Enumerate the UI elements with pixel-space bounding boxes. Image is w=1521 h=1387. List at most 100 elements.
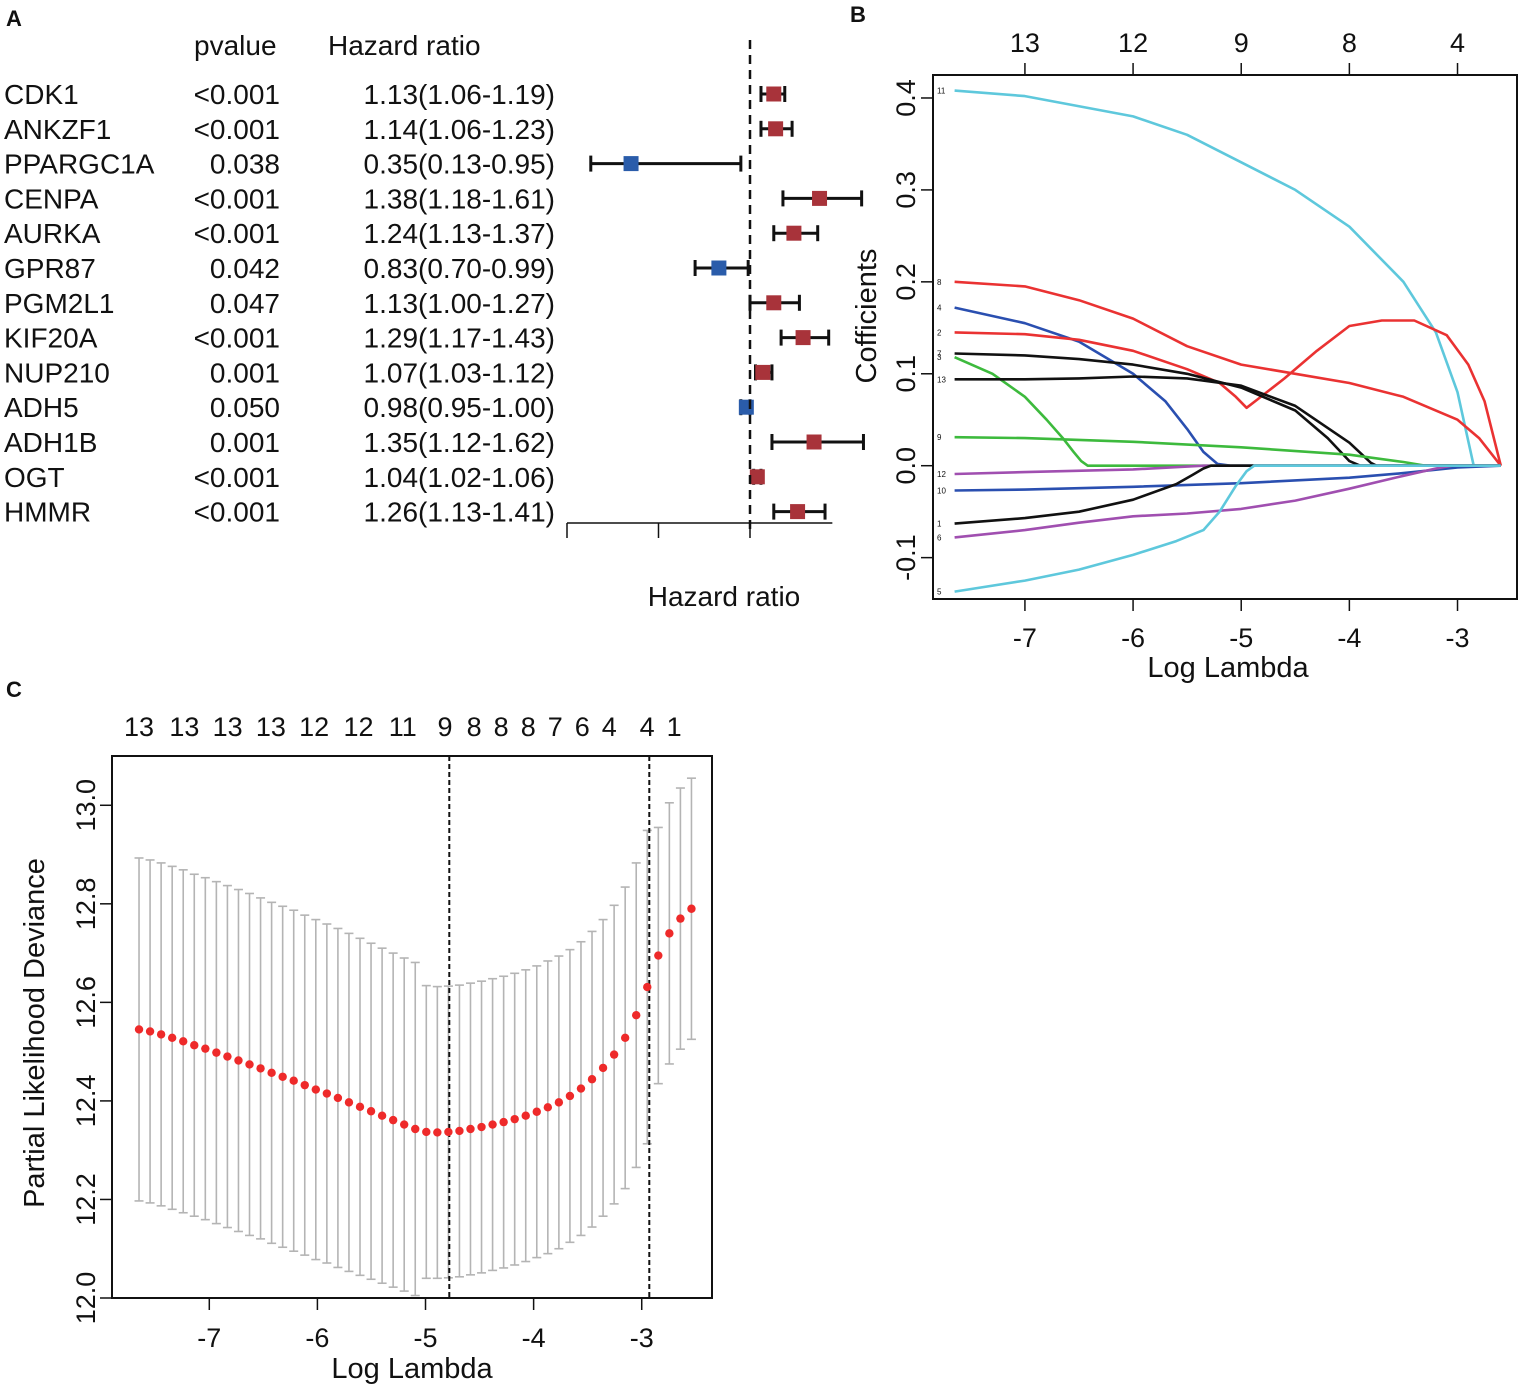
cv-mean-point (388, 1115, 398, 1125)
c-top-count-label: 6 (575, 712, 590, 742)
pvalue-cell: <0.001 (194, 183, 280, 214)
cv-mean-point (587, 1075, 597, 1084)
c-x-tick-label: -6 (305, 1323, 329, 1353)
c-x-tick-label: -4 (522, 1323, 546, 1353)
cv-mean-point (179, 1037, 188, 1046)
gene-label: PGM2L1 (4, 288, 115, 319)
path-label-13: 13 (937, 375, 946, 384)
c-top-count-label: 1 (667, 712, 682, 742)
cv-mean-point (433, 1128, 442, 1137)
pvalue-cell: 0.038 (210, 149, 280, 180)
c-top-count-label: 11 (389, 712, 417, 742)
path-label-7: 7 (937, 350, 942, 359)
cv-mean-point (444, 1127, 453, 1137)
cv-mean-point (676, 914, 685, 923)
path-label-12: 12 (937, 470, 946, 479)
hazard-ratio-point (766, 295, 782, 311)
path-label-3: 3 (937, 353, 942, 362)
cv-mean-point (256, 1064, 265, 1073)
cv-mean-point (620, 1033, 630, 1043)
cv-mean-point (411, 1124, 420, 1134)
c-y-tick-label: 12.8 (71, 878, 101, 931)
b-top-count-label: 13 (1010, 28, 1040, 58)
hazard-ratio-cell: 1.29(1.17-1.43) (364, 323, 555, 354)
path-label-11: 11 (937, 87, 946, 96)
pvalue-cell: 0.001 (210, 427, 280, 458)
c-y-tick-label: 12.4 (71, 1075, 101, 1128)
pvalue-cell: <0.001 (194, 462, 280, 493)
pvalue-cell: <0.001 (194, 218, 280, 249)
gene-label: ADH5 (4, 392, 79, 423)
coefficient-path-3 (954, 356, 1501, 467)
hazard-ratio-cell: 1.04(1.02-1.06) (364, 462, 555, 493)
b-y-tick-label: -0.1 (891, 534, 921, 581)
hazard-ratio-cell: 1.13(1.06-1.19) (364, 79, 555, 110)
panel-a-forest-plot: A pvalue Hazard ratio CDK1 <0.001 1.13(1.0… (4, 6, 865, 612)
coefficient-path-8 (954, 280, 1502, 467)
pvalue-cell: <0.001 (194, 323, 280, 354)
coefficient-path-1 (954, 464, 1501, 525)
hazard-ratio-cell: 1.14(1.06-1.23) (364, 114, 555, 145)
c-x-tick-label: -7 (197, 1323, 221, 1353)
gene-label: CENPA (4, 183, 99, 214)
gene-label: HMMR (4, 497, 91, 528)
hazard-ratio-point (738, 399, 754, 415)
panel-c-axes: -7 -6 -5 -4 -3 12.0 12.2 12.4 12.6 12.8 13.0 13 13 13… (71, 712, 682, 1353)
cv-mean-point (223, 1052, 232, 1061)
path-label-10: 10 (937, 487, 946, 496)
coefficient-path-7 (954, 352, 1501, 467)
panel-b-coefficient-paths: B 11 8 4 2 73 13 9 12 10 1 6 5 -7 -6 -5 -4 -3 -0.1 0.0 0.1… (850, 2, 1518, 684)
cv-mean-point (366, 1107, 376, 1116)
c-x-tick-label: -3 (630, 1323, 654, 1353)
b-x-tick-label: -6 (1121, 623, 1145, 653)
hazard-ratio-point (812, 190, 828, 206)
b-x-tick-label: -3 (1446, 623, 1470, 653)
b-top-count-label: 4 (1450, 28, 1465, 58)
gene-label: KIF20A (4, 323, 98, 354)
hazard-ratio-point (755, 364, 771, 380)
gene-label: GPR87 (4, 253, 96, 284)
b-y-tick-label: 0.4 (891, 79, 921, 117)
panel-c-x-axis-title: Log Lambda (331, 1353, 493, 1385)
hazard-ratio-point (786, 225, 802, 241)
coefficient-path-9 (954, 435, 1501, 467)
b-x-tick-label: -7 (1013, 623, 1037, 653)
path-label-8: 8 (937, 278, 942, 287)
cv-mean-point (477, 1122, 486, 1132)
gene-label: ANKZF1 (4, 114, 111, 145)
panel-c-letter: C (6, 677, 22, 702)
hazard-ratio-cell: 1.24(1.13-1.37) (364, 218, 555, 249)
hazard-ratio-point (790, 504, 806, 520)
cv-mean-point (422, 1127, 431, 1137)
pvalue-cell: 0.047 (210, 288, 280, 319)
cv-mean-point (134, 1025, 144, 1034)
hazard-ratio-point (806, 434, 822, 450)
cv-mean-point (201, 1044, 210, 1053)
cv-mean-point (311, 1085, 321, 1094)
forest-x-axis-title: Hazard ratio (648, 581, 801, 612)
pvalue-cell: 0.050 (210, 392, 280, 423)
cv-mean-point (488, 1120, 497, 1129)
cv-mean-point (510, 1114, 519, 1124)
cv-mean-point (466, 1124, 475, 1134)
coefficient-path-2 (954, 319, 1503, 467)
gene-label: CDK1 (4, 79, 79, 110)
coefficient-path-13 (954, 375, 1501, 467)
cv-mean-point (333, 1093, 343, 1103)
b-y-tick-label: 0.2 (891, 263, 921, 301)
gene-label: NUP210 (4, 357, 110, 388)
cv-mean-point (145, 1027, 155, 1036)
hazard-ratio-point (749, 469, 765, 485)
panel-b-axes: -7 -6 -5 -4 -3-0.10.00.10.20.30.413 12 9 8 4 (891, 28, 1470, 653)
pvalue-cell: <0.001 (194, 114, 280, 145)
cv-mean-point (521, 1111, 530, 1120)
b-y-tick-label: 0.1 (891, 355, 921, 393)
path-label-2: 2 (937, 328, 942, 337)
b-y-tick-label: 0.0 (891, 447, 921, 485)
hazard-ratio-cell: 1.13(1.00-1.27) (364, 288, 555, 319)
c-top-count-label: 7 (548, 712, 563, 742)
c-top-count-label: 8 (521, 712, 536, 742)
hazard-ratio-header: Hazard ratio (328, 30, 481, 61)
c-y-tick-label: 12.0 (71, 1272, 101, 1325)
coefficient-path-6 (954, 464, 1501, 539)
